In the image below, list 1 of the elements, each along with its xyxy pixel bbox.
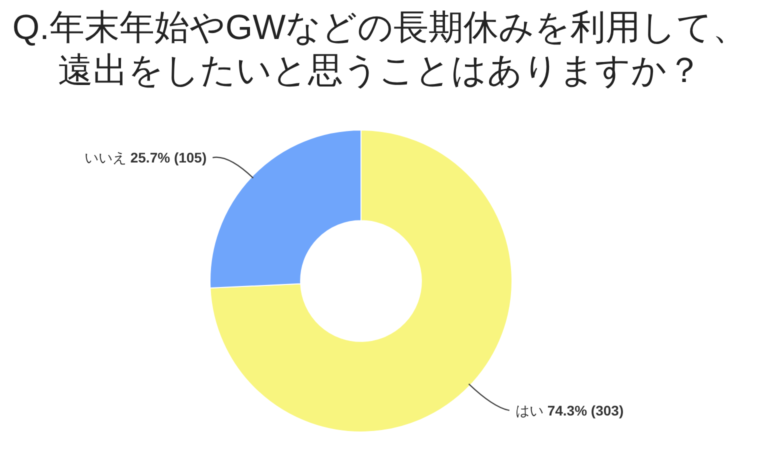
title: Q.年末年始やGWなどの長期休みを利用して、遠出をしたいと思うことはありますか？ <box>11 7 749 92</box>
